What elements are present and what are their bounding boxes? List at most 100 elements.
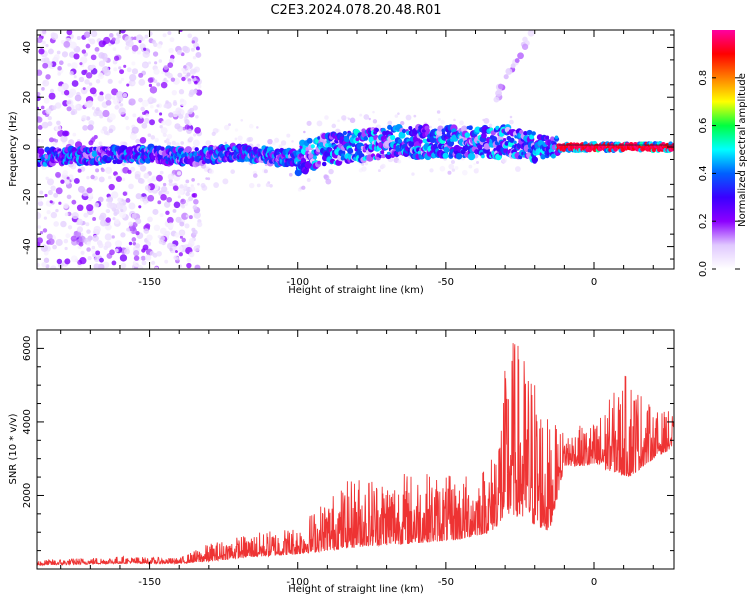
snr-x-label: Height of straight line (km) bbox=[288, 584, 424, 595]
spectrogram-noise-cell bbox=[368, 117, 371, 121]
spectrogram-noise-cell bbox=[91, 106, 95, 110]
spectrogram-noise-cell bbox=[80, 56, 88, 64]
spectrogram-noise-cell bbox=[234, 137, 238, 141]
spectrogram-noise-cell bbox=[193, 245, 200, 252]
spectrogram-noise-cell bbox=[192, 205, 198, 210]
spectrogram-noise-cell bbox=[88, 140, 94, 146]
spectrogram-noise-cell bbox=[189, 186, 196, 192]
spectrogram-noise-cell bbox=[265, 182, 270, 188]
spectrogram-noise-cell bbox=[253, 173, 258, 178]
spectrogram-noise-cell bbox=[66, 194, 72, 200]
spectrogram-noise-cell bbox=[189, 68, 197, 75]
spectrogram-noise-cell bbox=[190, 47, 195, 52]
spectrogram-noise-cell bbox=[361, 162, 365, 166]
spectrogram-ridge-cell bbox=[545, 135, 550, 140]
spectrogram-noise-cell bbox=[114, 248, 119, 253]
spectrogram-noise-cell bbox=[138, 72, 144, 78]
spectrogram-ridge-cell bbox=[347, 147, 354, 155]
spectrogram-noise-cell bbox=[111, 37, 116, 42]
spectrogram-noise-cell bbox=[37, 200, 44, 207]
spectrogram-noise-cell bbox=[41, 121, 49, 129]
spectrogram-noise-cell bbox=[79, 257, 87, 265]
spectrogram-noise-cell bbox=[136, 50, 141, 55]
spectrogram-noise-cell bbox=[113, 55, 120, 61]
spectrogram-noise-cell bbox=[44, 193, 48, 198]
spectrogram-noise-cell bbox=[175, 216, 182, 223]
spectrogram-noise-cell bbox=[60, 135, 68, 143]
spectrogram-noise-cell bbox=[112, 47, 117, 51]
spectrogram-noise-cell bbox=[224, 141, 228, 145]
spectrogram-noise-cell bbox=[175, 107, 182, 114]
spectrogram-noise-cell bbox=[95, 250, 101, 256]
spectrogram-noise-cell bbox=[163, 201, 171, 208]
spectrogram-noise-cell bbox=[177, 195, 181, 199]
spectrogram-noise-cell bbox=[234, 128, 239, 132]
spectrogram-noise-cell bbox=[450, 159, 455, 164]
spectrogram-noise-cell bbox=[411, 172, 415, 176]
spectrogram-x-label: Height of straight line (km) bbox=[288, 285, 424, 296]
spectrogram-noise-cell bbox=[68, 174, 74, 180]
spectrogram-noise-cell bbox=[142, 62, 148, 68]
spectrogram-noise-cell bbox=[153, 224, 161, 232]
spectrogram-noise-cell bbox=[394, 114, 399, 118]
spectrogram-noise-cell bbox=[39, 190, 44, 195]
spectrogram-ridge-cell bbox=[184, 146, 192, 154]
spectrogram-noise-cell bbox=[288, 172, 293, 177]
spectrogram-noise-cell bbox=[192, 192, 198, 198]
spectrogram-noise-cell bbox=[193, 198, 199, 205]
spectrogram-noise-cell bbox=[439, 165, 446, 172]
spectrogram-x-tick-label: -100 bbox=[286, 277, 309, 288]
spectrogram-noise-cell bbox=[151, 175, 158, 182]
spectrogram-ridge-cell bbox=[401, 128, 407, 134]
spectrogram-noise-cell bbox=[122, 162, 126, 166]
spectrogram-noise-cell bbox=[205, 177, 208, 180]
spectrogram-noise-cell bbox=[150, 135, 156, 140]
spectrogram-noise-cell bbox=[161, 71, 165, 75]
spectrogram-noise-cell bbox=[165, 100, 169, 104]
spectrogram-noise-cell bbox=[188, 251, 195, 258]
spectrogram-noise-cell bbox=[75, 104, 80, 109]
snr-x-tick-label: -100 bbox=[286, 577, 309, 588]
snr-y-label: SNR (10 * v/v) bbox=[8, 413, 19, 484]
spectrogram-noise-cell bbox=[249, 182, 255, 189]
spectrogram-noise-cell bbox=[162, 132, 167, 138]
spectrogram-streak-cell bbox=[522, 36, 528, 43]
spectrogram-noise-cell bbox=[148, 61, 152, 65]
snr-y-tick-label: 6000 bbox=[22, 336, 33, 361]
spectrogram-noise-cell bbox=[429, 125, 432, 129]
spectrogram-noise-cell bbox=[125, 125, 130, 131]
spectrogram-noise-cell bbox=[180, 141, 185, 145]
spectrogram-noise-cell bbox=[98, 242, 104, 249]
spectrogram-noise-cell bbox=[400, 120, 405, 126]
spectrogram-noise-cell bbox=[98, 214, 105, 221]
spectrogram-noise-cell bbox=[240, 118, 244, 122]
spectrogram-noise-cell bbox=[440, 119, 445, 125]
spectrogram-noise-cell bbox=[135, 34, 144, 42]
spectrogram-noise-cell bbox=[37, 116, 43, 123]
spectrogram-noise-cell bbox=[118, 80, 122, 84]
spectrogram-noise-cell bbox=[116, 32, 121, 37]
spectrogram-noise-cell bbox=[387, 120, 393, 126]
spectrogram-noise-cell bbox=[147, 216, 153, 223]
spectrogram-noise-cell bbox=[437, 117, 441, 122]
spectrogram-noise-cell bbox=[68, 139, 75, 146]
spectrogram-noise-cell bbox=[175, 142, 180, 147]
spectrogram-noise-cell bbox=[156, 250, 162, 257]
spectrogram-noise-cell bbox=[47, 190, 53, 196]
spectrogram-noise-cell bbox=[373, 119, 377, 123]
spectrogram-noise-cell bbox=[86, 187, 93, 194]
spectrogram-noise-cell bbox=[147, 178, 153, 184]
spectrogram-ridge-cell bbox=[397, 138, 403, 144]
spectrogram-noise-cell bbox=[186, 257, 192, 263]
spectrogram-noise-cell bbox=[149, 250, 155, 256]
spectrogram-noise-cell bbox=[58, 201, 62, 205]
spectrogram-noise-cell bbox=[120, 208, 124, 213]
spectrogram-ridge-cell bbox=[467, 152, 476, 161]
spectrogram-streak-cell bbox=[517, 52, 524, 60]
spectrogram-noise-cell bbox=[179, 230, 185, 237]
snr-y-tick-label: 4000 bbox=[22, 409, 33, 434]
spectrogram-noise-cell bbox=[150, 104, 154, 109]
spectrogram-noise-cell bbox=[181, 204, 185, 209]
spectrogram-ridge-cell bbox=[58, 148, 62, 152]
spectrogram-noise-cell bbox=[86, 241, 92, 246]
